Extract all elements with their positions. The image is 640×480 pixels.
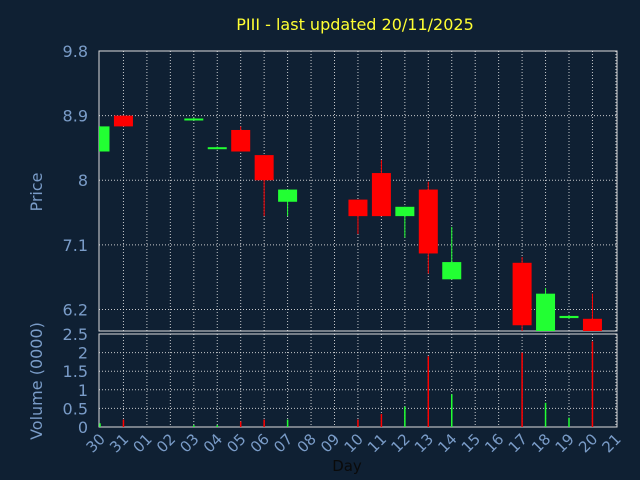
price-y-tick: 7.1: [63, 236, 88, 255]
volume-gridlines: [99, 334, 617, 427]
volume-bar: [99, 423, 101, 427]
x-tick: 12: [387, 430, 413, 456]
candle-body: [442, 262, 462, 280]
price-panel: 9.8 8.9 8 7.1 6.2: [63, 42, 618, 332]
price-y-tick: 9.8: [63, 42, 88, 61]
x-tick: 08: [294, 430, 320, 456]
volume-bar: [427, 356, 430, 427]
volume-bar: [193, 425, 195, 427]
volume-bar: [591, 341, 594, 427]
candle-body: [278, 189, 298, 202]
candle-body: [99, 126, 110, 152]
x-tick: 15: [458, 430, 484, 456]
candle-body: [371, 173, 391, 217]
volume-panel: 2.521.510.50: [63, 325, 618, 437]
price-y-tick: 6.2: [63, 300, 88, 319]
x-tick: 21: [598, 430, 624, 456]
volume-bar: [357, 419, 359, 427]
volume-bar: [380, 413, 383, 427]
price-y-tick: 8: [78, 171, 88, 190]
price-axis-label: Price: [27, 172, 46, 211]
x-tick: 11: [364, 430, 390, 456]
x-tick: 09: [317, 430, 343, 456]
candle-body: [418, 189, 438, 254]
x-tick: 06: [247, 430, 273, 456]
volume-plot-area: [98, 333, 618, 428]
x-tick: 02: [153, 430, 179, 456]
volume-bar: [216, 425, 218, 427]
x-tick: 05: [223, 430, 249, 456]
price-gridlines: [99, 51, 617, 331]
price-y-tick: 8.9: [63, 107, 88, 126]
candle-body: [231, 129, 251, 152]
candle-body: [582, 318, 602, 331]
x-tick: 19: [552, 430, 578, 456]
x-tick-labels: 3031010203040506070809101112131415161718…: [83, 430, 625, 456]
price-y-tick-labels: 9.8 8.9 8 7.1 6.2: [63, 42, 88, 319]
x-tick: 07: [270, 430, 296, 456]
volume-bar: [263, 419, 265, 427]
candle-body: [395, 206, 415, 217]
volume-y-tick: 2.5: [63, 325, 88, 344]
volume-y-tick: 0.5: [63, 399, 88, 418]
volume-y-tick: 2: [78, 344, 88, 363]
volume-axis-label: Volume (0000): [27, 322, 46, 440]
volume-bar: [286, 419, 289, 427]
volume-bar: [451, 394, 453, 427]
volume-bar: [404, 406, 406, 427]
candle-body: [113, 115, 133, 127]
volume-bar: [568, 417, 570, 427]
volume-bar: [239, 421, 242, 427]
volume-bar: [521, 352, 523, 427]
candlesticks: [99, 115, 602, 331]
candle-body: [512, 262, 532, 326]
candle-body: [207, 147, 227, 150]
candle-body: [254, 155, 274, 181]
x-tick: 16: [481, 430, 507, 456]
candle-body: [184, 118, 204, 121]
x-tick: 20: [575, 430, 601, 456]
x-axis-label: Day: [332, 457, 362, 475]
x-tick: 04: [200, 430, 226, 456]
x-tick: 17: [505, 430, 531, 456]
volume-bar: [544, 402, 547, 427]
volume-y-tick-labels: 2.521.510.50: [63, 325, 88, 437]
candle-body: [536, 293, 556, 331]
volume-bar: [122, 419, 125, 427]
x-tick: 14: [434, 430, 460, 456]
x-tick: 13: [411, 430, 437, 456]
x-tick: 01: [129, 430, 155, 456]
volume-y-tick: 1.5: [63, 362, 88, 381]
volume-bars: [99, 341, 594, 427]
x-tick: 18: [528, 430, 554, 456]
volume-y-tick: 0: [78, 418, 88, 437]
x-tick: 31: [106, 430, 132, 456]
volume-y-tick: 1: [78, 381, 88, 400]
candle-body: [348, 199, 368, 217]
candle-body: [559, 315, 579, 319]
x-tick: 10: [341, 430, 367, 456]
x-tick: 03: [176, 430, 202, 456]
chart-title: PIII - last updated 20/11/2025: [236, 15, 474, 34]
